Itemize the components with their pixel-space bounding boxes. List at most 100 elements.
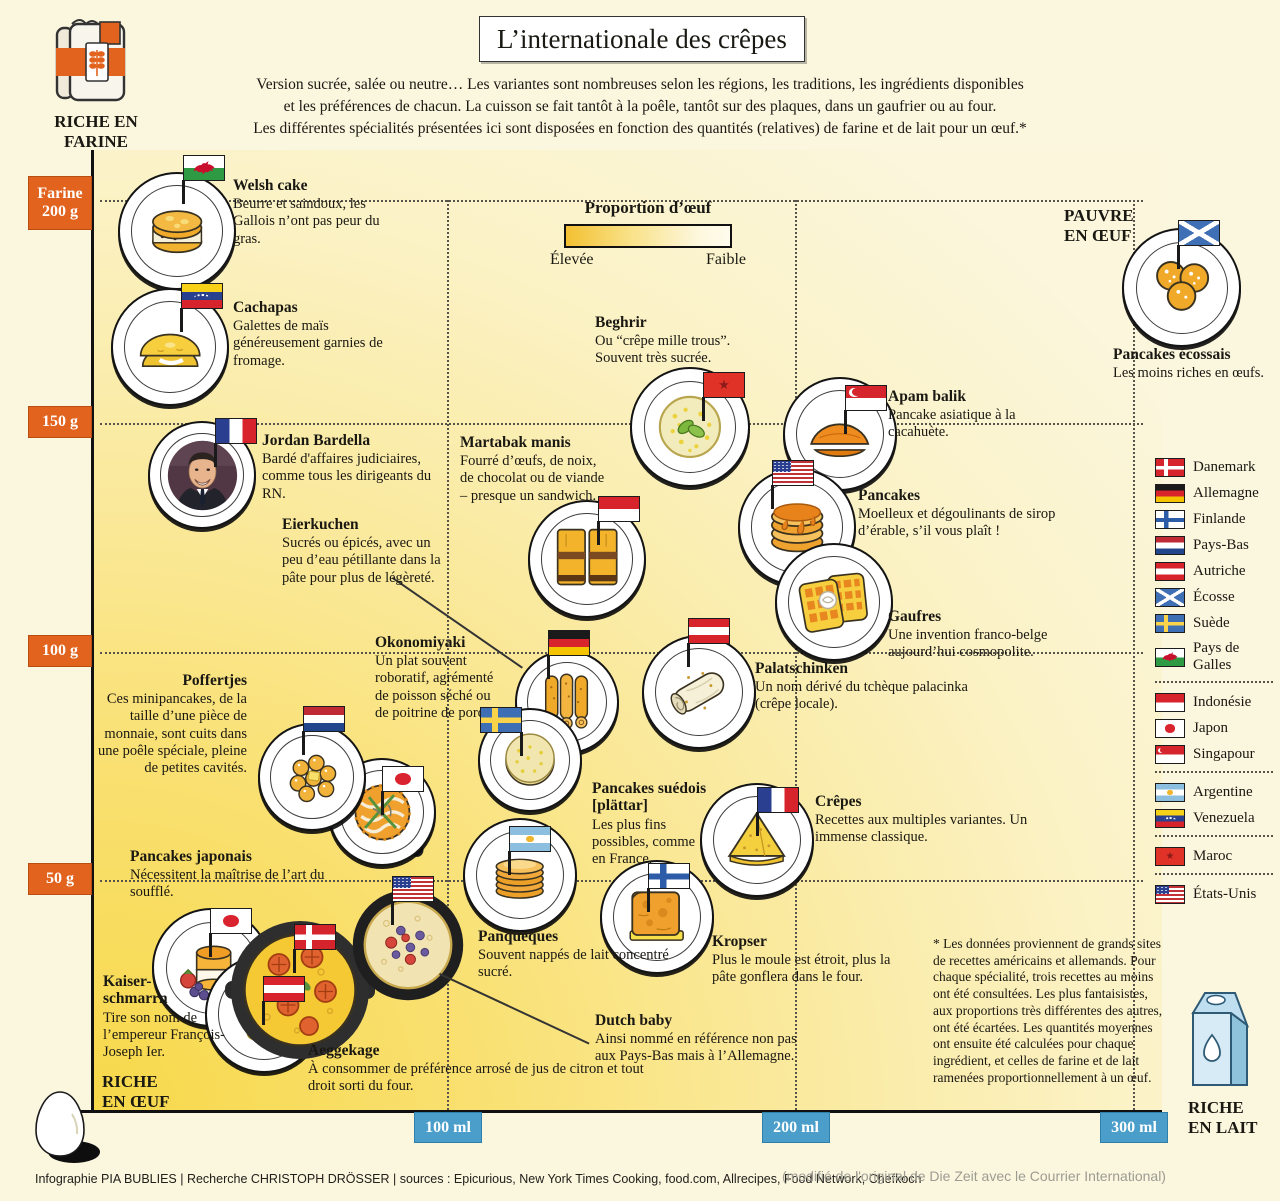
legend-row-indonesie: Indonésie [1155,693,1279,712]
indonesia-flag-icon [1155,693,1185,712]
flour-tick-100g: 100 g [28,635,92,667]
flour-tick-50g: 50 g [28,863,92,895]
martabak-text: Martabak manis Fourré d’œufs, de noix, d… [460,434,612,505]
gridline-300ml [1133,200,1135,1110]
item-title: Palatschinken [755,660,849,677]
flour-word: Farine [37,184,83,202]
netherlands-flag-icon [1155,536,1185,555]
item-desc: Fourré d’œufs, de noix, de chocolat ou d… [460,453,605,504]
poffertjes-illustration [289,754,336,802]
argentina-flag-icon [508,826,551,875]
item-title: Crêpes [815,793,862,810]
legend-label: Danemark [1193,459,1256,475]
kropser-illustration [629,891,685,942]
usa-flag-icon [771,460,814,509]
intro-line-1: Version sucrée, salée ou neutre… Les var… [256,76,1024,93]
singapore-flag-icon [1155,745,1185,764]
credits: Infographie PIA BUBLIES | Recherche CHRI… [35,1172,922,1186]
item-desc: Un plat souvent roboratif, agrémenté de … [375,653,494,721]
legend-row-finlande: Finlande [1155,510,1279,529]
legend-row-suede: Suède [1155,614,1279,633]
item-title: Pancakes suédois [plättar] [592,780,707,815]
source-note: (modifié de l'original de Die Zeit avec … [782,1168,1166,1184]
kaiserschmarrn-text: Kaiser- schmarrn Tire son nom de l’emper… [103,973,255,1061]
item-title: Kropser [712,933,767,950]
item-desc: Bardé d'affaires judiciaires, comme tous… [262,451,432,502]
item-title: Kaiser- schmarrn [103,973,168,1008]
germany-flag-icon [1155,484,1185,503]
legend-row-pays-de-galles: Pays de Galles [1155,640,1279,674]
gridline-100g [100,652,1143,654]
finland-flag-icon [1155,510,1185,529]
cachapas-text: Cachapas Galettes de maïs généreusement … [233,299,388,370]
legend-divider [1155,873,1273,875]
legend-row-ecosse: Écosse [1155,588,1279,607]
beghrir-illustration [658,395,722,459]
rich-flour-label: RICHE EN FARINE [54,112,138,151]
flour-bag-icon [55,19,126,102]
scotland-flag-icon [1155,588,1185,607]
item-title: Apam balik [888,388,966,405]
item-desc: Souvent nappés de lait concentré sucré. [478,947,669,981]
japan-flag-icon-okonomiyaki [381,766,424,815]
legend-label: Allemagne [1193,485,1259,501]
gaufres-plate [775,543,893,661]
legend-divider [1155,835,1273,837]
gaufres-text: Gaufres Une invention franco-belge aujou… [888,608,1100,662]
item-desc: Nécessitent la maîtrise de l’art du souf… [130,867,325,901]
legend-row-singapour: Singapour [1155,745,1279,764]
legend-label: Pays de Galles [1193,640,1240,673]
scotland-flag-icon [1177,220,1220,269]
legend-label: Indonésie [1193,694,1252,710]
item-title: Eierkuchen [282,516,359,533]
gaufres-illustration [798,572,868,633]
item-desc: Les plus fins possibles, comme en France… [592,816,696,867]
wales-flag-icon [1155,647,1185,667]
egg-gradient-bar [564,224,732,248]
legend-label: Autriche [1193,563,1246,579]
milk-carton-icon [1191,992,1250,1086]
item-title: Pancakes japonais [130,848,252,865]
legend-row-etats-unis: États-Unis [1155,885,1279,904]
gridline-200ml [795,200,797,1110]
france-flag-icon [214,418,257,467]
item-title: Martabak manis [460,434,571,451]
welsh-cake-text: Welsh cake Beurre et saindoux, les Gallo… [233,177,403,248]
item-desc: Sucrés ou épicés, avec un peu d’eau péti… [282,535,441,586]
footnote: * Les données proviennent de grands site… [933,936,1163,1085]
legend-row-japon: Japon [1155,719,1279,738]
item-desc: Moelleux et dégoulinants de sirop d’érab… [858,506,1056,540]
item-desc: Ces minipancakes, de la taille d’une piè… [98,691,247,776]
usa-flag-icon-dutch-baby [391,876,434,925]
intro-line-3: Les différentes spécialités présentées i… [253,120,1027,137]
dutch-baby-illustration [352,889,464,1001]
finland-flag-icon [647,863,690,912]
intro-line-2: et les préférences de chacun. La cuisson… [283,98,997,115]
milk-tick-200ml: 200 ml [762,1112,830,1143]
egg-legend-title: Proportion d’œuf [584,198,712,217]
item-title: Beghrir [595,314,647,331]
welsh-cake-illustration [151,210,203,253]
legend-divider [1155,681,1273,683]
martabak-illustration [556,528,618,586]
item-title: Panqueques [478,928,559,945]
item-title: Jordan Bardella [262,432,371,449]
legend-label: Pays-Bas [1193,537,1249,553]
item-desc: Plus le moule est étroit, plus la pâte g… [712,952,891,986]
welsh-dragon [193,161,215,175]
palatschinken-illustration [670,672,725,715]
morocco-flag-icon [702,372,745,421]
poffertjes-plate [258,723,366,831]
item-desc: Pancake asiatique à la cacahuète. [888,407,1016,441]
item-desc: Beurre et saindoux, les Gallois n’ont pa… [233,196,380,247]
item-desc: Galettes de maïs généreusement garnies d… [233,318,383,369]
legend-divider [1155,771,1273,773]
plattar-text: Pancakes suédois [plättar] Les plus fins… [592,780,710,868]
palatschinken-text: Palatschinken Un nom dérivé du tchèque p… [755,660,1007,714]
cachapas-illustration [139,333,201,367]
item-desc: Tire son nom de l’empereur François-Jose… [103,1009,225,1060]
pancakes-ecossais-text: Pancakes écossais Les moins riches en œu… [1113,346,1278,382]
wales-flag-icon [182,155,225,204]
poor-egg-label: PAUVRE EN ŒUF [1064,206,1134,245]
egg-proportion-legend: Proportion d’œuf Élevée Faible [540,198,756,269]
